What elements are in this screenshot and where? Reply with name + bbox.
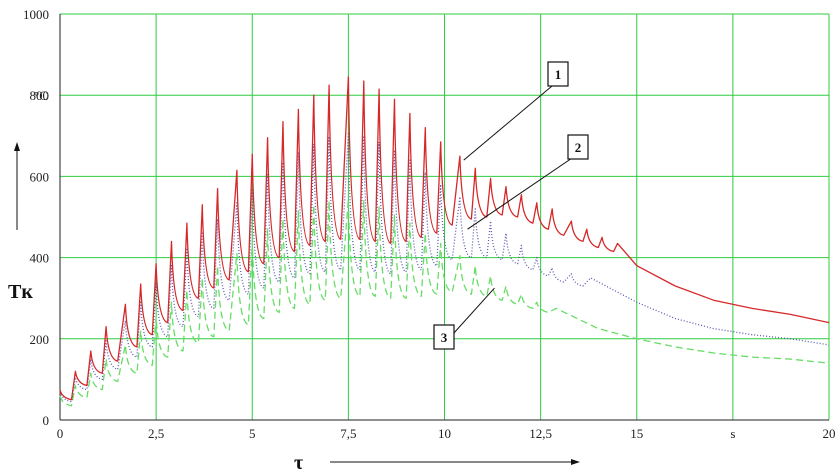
x-tick-label: 7,5 bbox=[340, 426, 356, 441]
x-tick-label: 2,5 bbox=[148, 426, 164, 441]
y-axis-label: Tк bbox=[8, 281, 33, 303]
x-tick-label: 0 bbox=[57, 426, 64, 441]
x-axis-arrow bbox=[330, 459, 580, 465]
y-tick-label: 800 bbox=[30, 88, 50, 103]
callout-2: 2 bbox=[467, 134, 589, 230]
x-tick-label: 5 bbox=[249, 426, 256, 441]
callout-label: 3 bbox=[441, 330, 448, 345]
y-tick-label: 400 bbox=[30, 251, 50, 266]
callouts: 1 2 3 bbox=[433, 61, 589, 350]
series-1-line bbox=[59, 76, 830, 401]
y-axis-arrow bbox=[14, 142, 20, 230]
callout-3: 3 bbox=[433, 287, 495, 350]
y-tick-label: 0 bbox=[43, 413, 50, 428]
y-tick-label: 1000 bbox=[23, 7, 49, 22]
x-tick-label: 20 bbox=[823, 426, 836, 441]
x-tick-label: 10 bbox=[438, 426, 451, 441]
y-unit-label: °C bbox=[34, 88, 48, 103]
grid bbox=[59, 13, 830, 421]
series-layer bbox=[59, 76, 830, 407]
callout-label: 2 bbox=[575, 140, 582, 155]
callout-1: 1 bbox=[463, 61, 569, 161]
series-3-line bbox=[59, 198, 830, 407]
x-tick-label: 12,5 bbox=[529, 426, 552, 441]
callout-label: 1 bbox=[555, 67, 562, 82]
callout-box bbox=[547, 61, 569, 87]
y-tick-label: 200 bbox=[30, 332, 50, 347]
callout-leader bbox=[463, 80, 559, 161]
callout-leader bbox=[467, 153, 579, 230]
callout-box bbox=[433, 324, 455, 350]
x-tick-label: 15 bbox=[630, 426, 643, 441]
series-2-line bbox=[59, 133, 830, 403]
x-axis-label: τ bbox=[294, 452, 303, 470]
callout-box bbox=[567, 134, 589, 160]
y-tick-label: 600 bbox=[30, 169, 50, 184]
x-tick-label: s bbox=[730, 426, 735, 441]
